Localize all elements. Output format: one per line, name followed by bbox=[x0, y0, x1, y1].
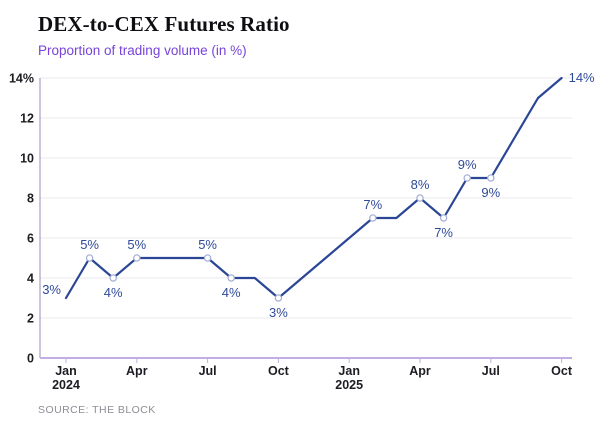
x-tick-label: Oct bbox=[268, 364, 290, 378]
x-tick-label: Apr bbox=[126, 364, 148, 378]
data-point-marker bbox=[369, 214, 377, 222]
chart-card: DEX-to-CEX Futures Ratio Proportion of t… bbox=[0, 12, 600, 441]
data-point-marker bbox=[133, 254, 141, 262]
data-point-marker bbox=[203, 254, 212, 262]
x-tick-label: Jul bbox=[199, 364, 217, 378]
data-point-marker bbox=[463, 174, 471, 182]
y-tick-label: 0 bbox=[27, 352, 34, 366]
data-point-label: 5% bbox=[127, 237, 146, 252]
data-point-marker bbox=[85, 254, 94, 262]
y-tick-label: 8 bbox=[27, 192, 34, 206]
data-point-label: 5% bbox=[80, 237, 99, 252]
data-point-label: 9% bbox=[458, 157, 477, 172]
data-point-marker bbox=[227, 274, 235, 282]
x-tick-year-label: 2024 bbox=[52, 378, 80, 392]
source-label: SOURCE: THE BLOCK bbox=[38, 404, 156, 416]
y-tick-label: 10 bbox=[20, 152, 34, 166]
x-tick-label: Jan bbox=[338, 364, 360, 378]
data-point-label: 7% bbox=[363, 197, 382, 212]
y-tick-label: 6 bbox=[27, 232, 34, 246]
data-point-label: 8% bbox=[411, 177, 430, 192]
x-tick-label: Apr bbox=[409, 364, 431, 378]
data-point-label: 7% bbox=[434, 225, 453, 240]
data-line bbox=[64, 76, 563, 300]
data-point-label: 3% bbox=[42, 282, 61, 297]
y-tick-label: 4 bbox=[27, 272, 34, 286]
data-point-marker bbox=[109, 274, 117, 282]
data-point-marker bbox=[416, 194, 424, 202]
chart-title: DEX-to-CEX Futures Ratio bbox=[38, 12, 290, 36]
data-point-label: 9% bbox=[481, 185, 500, 200]
x-tick-label: Jul bbox=[482, 364, 500, 378]
y-tick-label: 12 bbox=[20, 112, 34, 126]
data-point-label: 14% bbox=[569, 70, 595, 85]
data-point-label: 5% bbox=[198, 237, 217, 252]
x-tick-year-label: 2025 bbox=[335, 378, 363, 392]
data-point-label: 4% bbox=[104, 285, 123, 300]
data-point-label: 4% bbox=[222, 285, 241, 300]
x-tick-label: Jan bbox=[55, 364, 77, 378]
data-point-marker bbox=[487, 174, 495, 182]
y-tick-label: 14% bbox=[9, 72, 34, 86]
data-point-label: 3% bbox=[269, 305, 288, 320]
data-point-marker bbox=[274, 294, 283, 302]
data-point-marker bbox=[439, 214, 448, 222]
chart-subtitle: Proportion of trading volume (in %) bbox=[38, 43, 247, 58]
y-tick-label: 2 bbox=[27, 312, 34, 326]
x-tick-label: Oct bbox=[551, 364, 573, 378]
